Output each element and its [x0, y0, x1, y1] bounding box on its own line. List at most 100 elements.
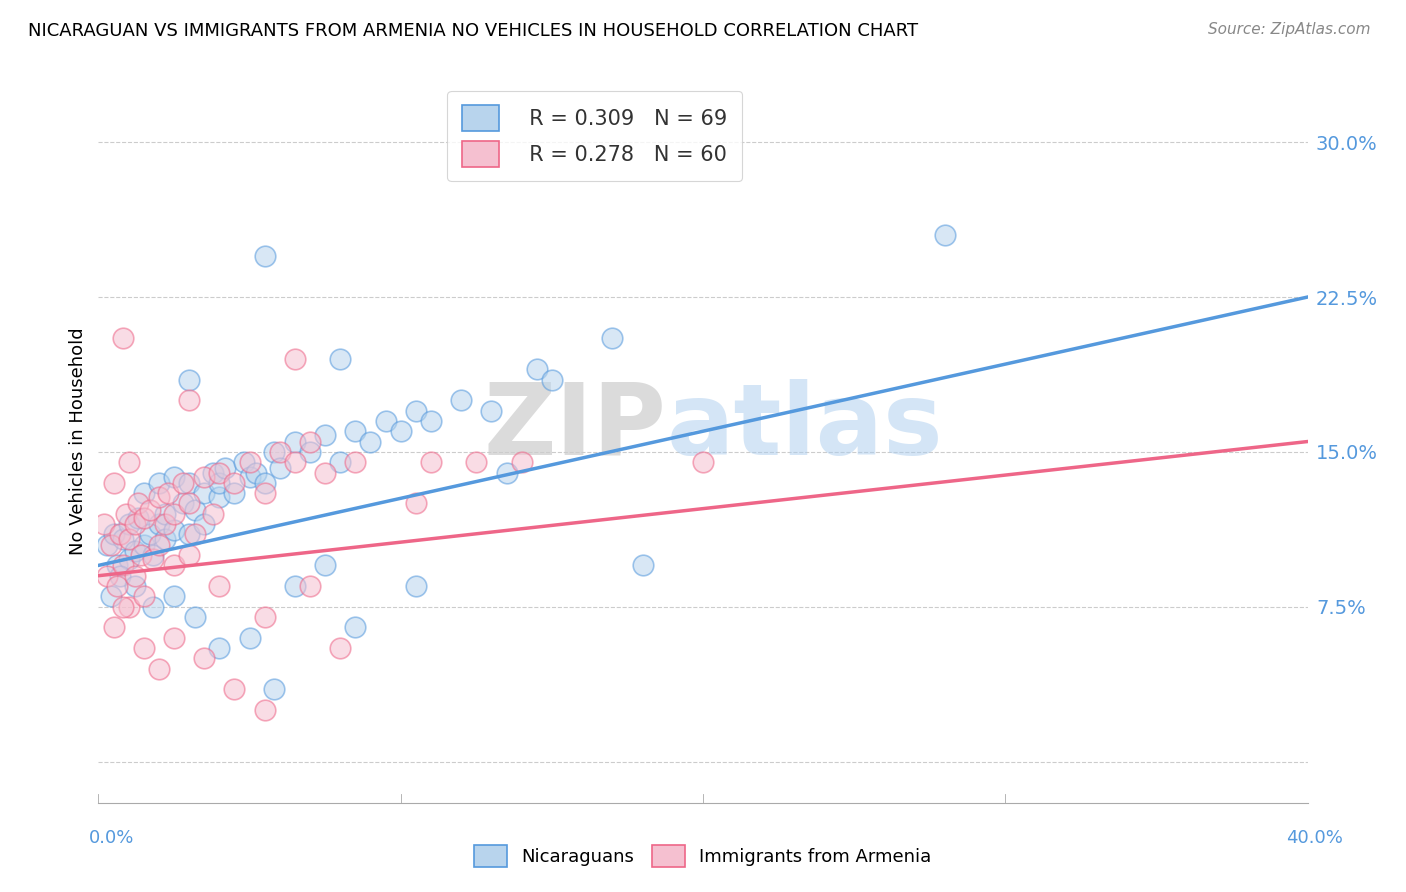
Point [127, 511, 149, 525]
Point [103, 475, 125, 490]
Point [118, 552, 141, 566]
Point [692, 455, 714, 469]
Point [172, 496, 194, 510]
Point [450, 393, 472, 408]
Point [132, 538, 155, 552]
Point [124, 568, 146, 582]
Point [142, 599, 165, 614]
Point [93, 517, 115, 532]
Text: 40.0%: 40.0% [1286, 829, 1343, 847]
Point [172, 475, 194, 490]
Text: ZIP: ZIP [484, 378, 666, 475]
Point [253, 475, 276, 490]
Point [103, 620, 125, 634]
Point [329, 640, 352, 655]
Point [602, 331, 624, 345]
Point [179, 475, 201, 490]
Point [389, 424, 412, 438]
Point [139, 502, 162, 516]
Point [344, 620, 367, 634]
Text: NICARAGUAN VS IMMIGRANTS FROM ARMENIA NO VEHICLES IN HOUSEHOLD CORRELATION CHART: NICARAGUAN VS IMMIGRANTS FROM ARMENIA NO… [28, 22, 918, 40]
Point [193, 651, 215, 665]
Point [263, 682, 285, 697]
Point [163, 507, 186, 521]
Point [193, 517, 215, 532]
Point [360, 434, 382, 449]
Point [148, 475, 170, 490]
Point [148, 538, 170, 552]
Point [329, 351, 352, 366]
Point [163, 524, 186, 538]
Point [179, 373, 201, 387]
Point [208, 466, 231, 480]
Point [124, 579, 146, 593]
Point [132, 640, 155, 655]
Point [202, 466, 225, 480]
Point [208, 579, 231, 593]
Point [284, 434, 307, 449]
Point [129, 548, 152, 562]
Point [96, 568, 118, 582]
Point [344, 424, 367, 438]
Point [239, 455, 262, 469]
Point [208, 475, 231, 490]
Point [314, 558, 336, 573]
Point [631, 558, 654, 573]
Point [193, 469, 215, 483]
Point [114, 507, 136, 521]
Point [193, 486, 215, 500]
Point [118, 599, 141, 614]
Point [105, 579, 128, 593]
Point [108, 527, 131, 541]
Point [111, 599, 134, 614]
Point [540, 373, 562, 387]
Point [481, 403, 503, 417]
Point [148, 517, 170, 532]
Point [374, 414, 396, 428]
Point [184, 527, 207, 541]
Point [96, 538, 118, 552]
Point [253, 486, 276, 500]
Point [153, 507, 176, 521]
Point [208, 640, 231, 655]
Point [202, 507, 225, 521]
Point [156, 486, 179, 500]
Point [132, 511, 155, 525]
Point [127, 496, 149, 510]
Point [163, 590, 186, 604]
Text: Source: ZipAtlas.com: Source: ZipAtlas.com [1208, 22, 1371, 37]
Text: atlas: atlas [666, 378, 943, 475]
Point [111, 331, 134, 345]
Point [148, 662, 170, 676]
Point [142, 548, 165, 562]
Point [224, 475, 246, 490]
Point [510, 455, 533, 469]
Point [224, 486, 246, 500]
Point [253, 610, 276, 624]
Point [111, 532, 134, 546]
Point [329, 455, 352, 469]
Point [405, 579, 427, 593]
Legend: Nicaraguans, Immigrants from Armenia: Nicaraguans, Immigrants from Armenia [467, 838, 939, 874]
Point [239, 631, 262, 645]
Point [284, 455, 307, 469]
Point [153, 517, 176, 532]
Point [118, 517, 141, 532]
Point [405, 403, 427, 417]
Point [224, 682, 246, 697]
Point [184, 610, 207, 624]
Point [132, 486, 155, 500]
Point [314, 466, 336, 480]
Point [179, 496, 201, 510]
Y-axis label: No Vehicles in Household: No Vehicles in Household [69, 327, 87, 556]
Point [184, 502, 207, 516]
Point [314, 428, 336, 442]
Point [208, 490, 231, 504]
Point [269, 461, 291, 475]
Point [108, 568, 131, 582]
Point [132, 590, 155, 604]
Point [103, 527, 125, 541]
Point [153, 532, 176, 546]
Point [253, 249, 276, 263]
Point [148, 490, 170, 504]
